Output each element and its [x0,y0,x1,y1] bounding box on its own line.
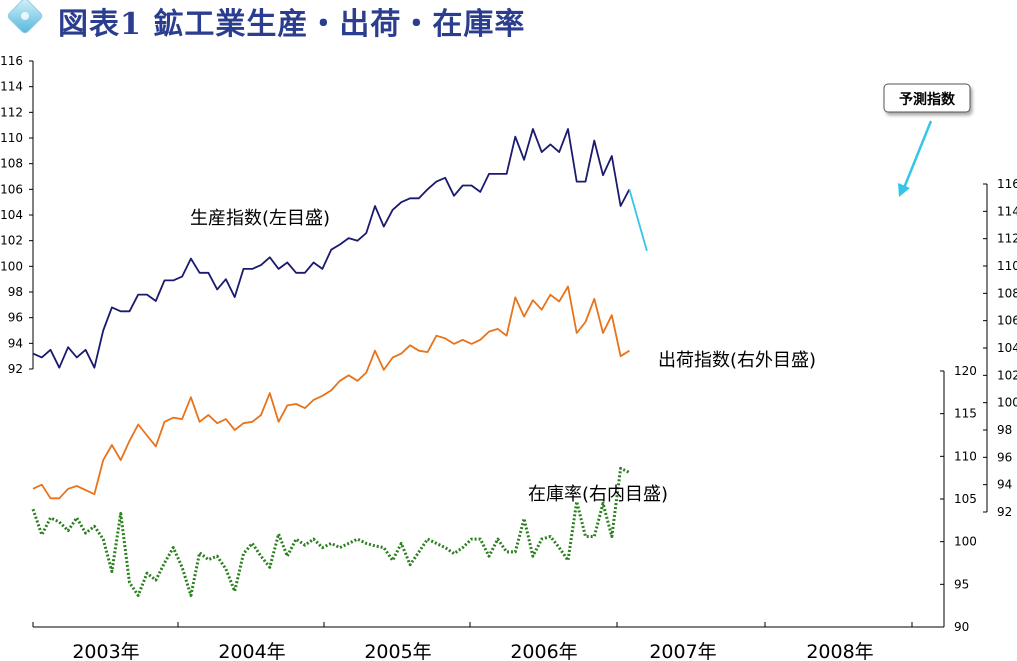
tick-label: 114 [997,204,1017,218]
tick-label: 94 [997,478,1012,492]
tick-label: 116 [997,177,1017,191]
x-tick-label: 2006年 [510,641,577,661]
tick-label: 112 [997,232,1017,246]
tick-label: 96 [997,450,1012,464]
forecast-callout-box [883,83,971,113]
series-line-right-inner [31,466,631,597]
tick-label: 112 [0,105,23,119]
x-tick-label: 2007年 [649,641,716,661]
tick-label: 100 [0,259,23,273]
forecast-arrow-line [902,120,933,189]
tick-label: 94 [8,336,23,350]
tick-label: 120 [954,364,977,378]
title-group: 図表1 鉱工業生産・出荷・在庫率 [7,0,525,42]
forecast-callout-label: 予測指数 [899,91,956,108]
tick-label: 92 [997,505,1012,519]
tick-label: 114 [0,80,23,94]
tick-label: 92 [8,362,23,376]
left-axis: 92 94 96 98 100 102 104 106 108 110 112 114 116 [0,54,34,376]
tick-label: 108 [0,157,23,171]
tick-label: 102 [997,368,1017,382]
tick-label: 116 [0,54,23,68]
tick-label: 96 [8,311,23,325]
tick-label: 106 [0,182,23,196]
x-tick-label: 2004年 [218,641,285,661]
x-axis: 2003年 2004年 2005年 2006年 2007年 2008年 [32,622,944,661]
tick-label: 104 [0,208,23,222]
tick-label: 95 [954,577,969,591]
shipment-series-label: 出荷指数(右外目盛) [658,350,816,371]
series-line-left [628,189,648,252]
tick-label: 105 [954,492,977,506]
forecast-callout: 予測指数 [883,83,971,197]
right-inner-axis: 90 95 100 105 110 115 120 [940,364,977,634]
tick-label: 115 [954,407,977,421]
inventory-series-label: 在庫率(右内目盛) [528,484,668,505]
tick-label: 110 [954,449,977,463]
x-tick-label: 2005年 [364,641,431,661]
tick-label: 98 [997,423,1012,437]
production-series-label: 生産指数(左目盛) [190,208,330,229]
x-tick-label: 2003年 [72,641,139,661]
series-line-left [32,128,631,369]
series-layer [31,128,648,597]
tick-label: 110 [0,131,23,145]
tick-label: 108 [997,286,1017,300]
tick-label: 110 [997,259,1017,273]
tick-label: 100 [997,396,1017,410]
tick-label: 104 [997,341,1017,355]
forecast-arrow-head-icon [898,183,910,197]
tick-label: 100 [954,535,977,549]
tick-label: 98 [8,285,23,299]
right-outer-axis: 92 94 96 98 100 102 104 106 108 110 112 114 116 [983,177,1017,519]
diamond-bullet-icon [7,0,43,34]
tick-label: 90 [954,620,969,634]
chart-title: 図表1 鉱工業生産・出荷・在庫率 [58,7,525,42]
series-line-right-outer [32,285,630,500]
tick-label: 106 [997,314,1017,328]
x-tick-label: 2008年 [806,641,873,661]
tick-label: 102 [0,234,23,248]
